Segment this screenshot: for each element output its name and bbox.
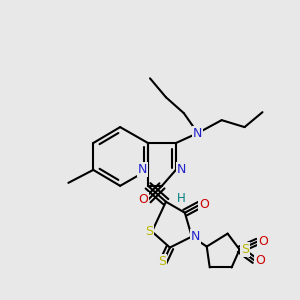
Text: S: S — [241, 243, 249, 256]
Text: O: O — [255, 254, 265, 267]
Text: S: S — [145, 225, 153, 238]
Text: N: N — [191, 230, 200, 243]
Text: N: N — [138, 164, 147, 176]
Text: N: N — [193, 127, 203, 140]
Text: O: O — [139, 193, 148, 206]
Text: H: H — [176, 192, 185, 205]
Text: N: N — [177, 164, 186, 176]
Text: O: O — [258, 235, 268, 248]
Text: S: S — [158, 255, 166, 268]
Text: O: O — [199, 198, 209, 211]
